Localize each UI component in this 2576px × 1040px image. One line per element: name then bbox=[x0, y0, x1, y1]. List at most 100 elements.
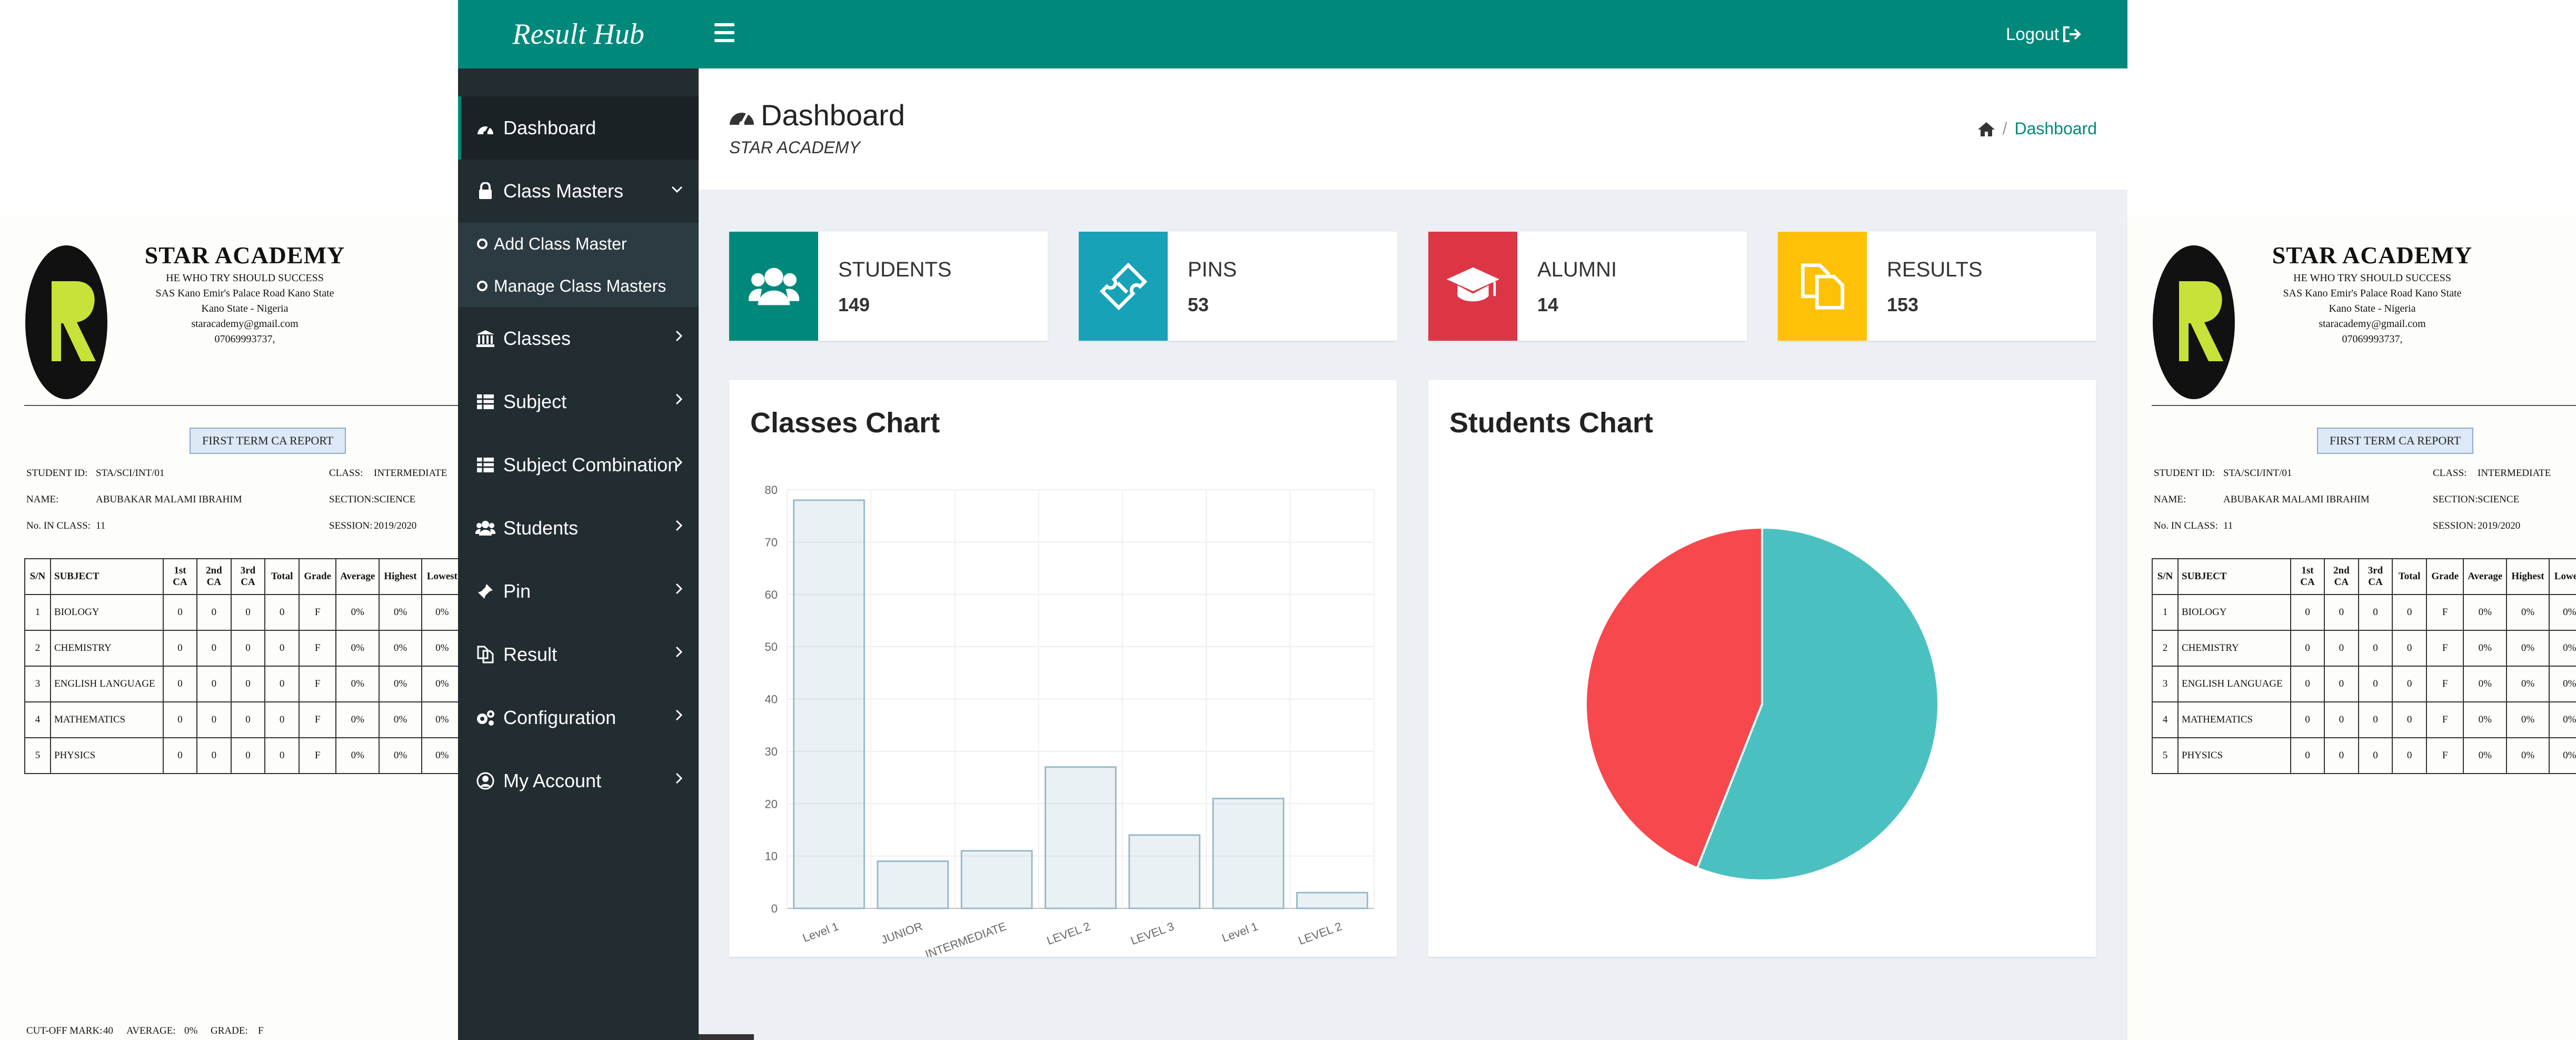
home-icon[interactable] bbox=[1977, 121, 1995, 137]
meta-value: ABUBAKAR MALAMI IBRAHIM bbox=[2223, 494, 2370, 505]
sidebar-item-classes[interactable]: Classes bbox=[458, 307, 699, 370]
circle-icon bbox=[477, 239, 488, 249]
meta-label: CLASS: bbox=[329, 468, 363, 479]
table-cell: 4 bbox=[2152, 701, 2179, 738]
sidebar-item-subject[interactable]: Subject bbox=[458, 370, 699, 433]
logout-button[interactable]: Logout bbox=[2006, 24, 2081, 44]
bar[interactable] bbox=[877, 860, 949, 909]
table-cell: 1 bbox=[2152, 594, 2179, 631]
y-tick-label: 60 bbox=[765, 588, 778, 601]
chevron-right-icon bbox=[675, 709, 683, 721]
submenu-item-add-class-master[interactable]: Add Class Master bbox=[458, 223, 699, 265]
table-cell: 0 bbox=[163, 701, 197, 738]
y-tick-label: 50 bbox=[765, 640, 778, 653]
submenu-item-manage-class-masters[interactable]: Manage Class Masters bbox=[458, 265, 699, 307]
x-tick-label: Level 1 bbox=[801, 919, 840, 945]
brand-logo[interactable]: Result Hub bbox=[458, 0, 699, 68]
table-cell: 0 bbox=[2290, 701, 2325, 738]
horizontal-scrollbar[interactable] bbox=[699, 1034, 754, 1040]
table-cell: 0% bbox=[421, 594, 463, 631]
table-cell: 0% bbox=[335, 630, 380, 667]
table-cell: PHYSICS bbox=[49, 737, 164, 774]
table-row: 1 BIOLOGY 0 0 0 0 F 0% 0% 0% bbox=[2152, 594, 2576, 631]
school-motto: HE WHO TRY SHOULD SUCCESS bbox=[2293, 272, 2451, 284]
stat-box-alumni[interactable]: ALUMNI 14 bbox=[1428, 232, 1747, 341]
files-icon bbox=[1778, 232, 1867, 341]
bar[interactable] bbox=[1296, 892, 1368, 909]
files-icon bbox=[474, 646, 497, 663]
school-state: Kano State - Nigeria bbox=[2329, 303, 2416, 314]
table-cell: 0% bbox=[379, 737, 422, 774]
meta-value: SCIENCE bbox=[2478, 494, 2520, 505]
stat-box-pins[interactable]: PINS 53 bbox=[1079, 232, 1397, 341]
bar[interactable] bbox=[960, 850, 1033, 909]
hamburger-icon[interactable] bbox=[714, 23, 734, 44]
sidebar: Result Hub Dashboard Class Masters Add C… bbox=[458, 0, 699, 1040]
scores-table: S/N SUBJECT 1st CA 2nd CA 3rd CA Total Grade Av… bbox=[2152, 558, 2576, 774]
stat-box-results[interactable]: RESULTS 153 bbox=[1778, 232, 2096, 341]
y-tick-label: 40 bbox=[765, 693, 778, 706]
y-tick-label: 80 bbox=[765, 483, 778, 497]
pie-slice[interactable] bbox=[1585, 526, 1763, 870]
divider bbox=[2152, 405, 2576, 406]
meta-label: SECTION: bbox=[2433, 494, 2478, 505]
sidebar-item-result[interactable]: Result bbox=[458, 623, 699, 686]
table-cell: 0 bbox=[196, 594, 232, 631]
classes-bar-chart: 0 10 20 30 40 50 60 70 80 Level 1 JUNIORINTERMEDIA… bbox=[765, 483, 1375, 957]
table-cell: 0 bbox=[2392, 594, 2428, 631]
sidebar-item-configuration[interactable]: Configuration bbox=[458, 686, 699, 749]
sidebar-item-students[interactable]: Students bbox=[458, 497, 699, 560]
sidebar-item-pin[interactable]: Pin bbox=[458, 560, 699, 623]
table-cell: 0% bbox=[421, 701, 463, 738]
table-cell: BIOLOGY bbox=[49, 594, 164, 631]
bar[interactable] bbox=[793, 499, 866, 909]
pie-slice[interactable] bbox=[1696, 526, 1940, 881]
x-tick-label: JUNIOR bbox=[879, 919, 924, 947]
bar[interactable] bbox=[1128, 834, 1201, 909]
sidebar-menu: Dashboard Class Masters Add Class Master… bbox=[458, 96, 699, 813]
y-tick-label: 70 bbox=[765, 536, 778, 549]
sidebar-item-subject-combination[interactable]: Subject Combination bbox=[458, 433, 699, 497]
cutoff-value: 40 bbox=[103, 1025, 113, 1036]
school-email: staracademy@gmail.com bbox=[191, 318, 299, 330]
x-tick-label: LEVEL 3 bbox=[1129, 919, 1176, 947]
table-cell: F bbox=[2426, 630, 2464, 667]
meta-label: CLASS: bbox=[2433, 468, 2467, 479]
sidebar-item-label: Subject Combination bbox=[503, 454, 679, 476]
table-cell: 0% bbox=[2463, 630, 2508, 667]
table-cell: 0 bbox=[163, 666, 197, 702]
school-logo-icon bbox=[2153, 245, 2235, 399]
school-address: SAS Kano Emir's Palace Road Kano State bbox=[2283, 288, 2462, 299]
table-header-cell: Lowest bbox=[421, 558, 463, 595]
table-cell: 0 bbox=[2358, 630, 2393, 667]
stat-label: RESULTS bbox=[1887, 258, 1983, 281]
table-icon bbox=[474, 457, 497, 473]
chevron-right-icon bbox=[675, 646, 683, 658]
sidebar-item-my-account[interactable]: My Account bbox=[458, 749, 699, 813]
stat-value: 149 bbox=[838, 294, 870, 315]
table-cell: 0 bbox=[2290, 737, 2325, 774]
sidebar-item-dashboard[interactable]: Dashboard bbox=[458, 96, 699, 160]
stat-box-students[interactable]: STUDENTS 149 bbox=[729, 232, 1048, 341]
sidebar-item-label: Students bbox=[503, 517, 579, 539]
term-badge: FIRST TERM CA REPORT bbox=[190, 428, 346, 454]
table-cell: F bbox=[2426, 594, 2464, 631]
table-cell: 0 bbox=[2290, 630, 2325, 667]
sidebar-item-label: Pin bbox=[503, 580, 531, 602]
table-cell: 4 bbox=[24, 701, 51, 738]
table-cell: 0% bbox=[2506, 666, 2550, 702]
ticket-icon bbox=[1079, 232, 1168, 341]
bar[interactable] bbox=[1045, 766, 1117, 909]
table-cell: CHEMISTRY bbox=[2177, 630, 2292, 667]
x-tick-label: LEVEL 2 bbox=[1297, 919, 1344, 947]
dashboard-icon bbox=[474, 120, 497, 136]
table-cell: F bbox=[299, 630, 337, 667]
logout-label: Logout bbox=[2006, 24, 2059, 44]
table-header-cell: 3rd CA bbox=[2358, 558, 2393, 595]
stat-value: 14 bbox=[1537, 294, 1559, 315]
y-tick-label: 0 bbox=[771, 902, 778, 915]
bar[interactable] bbox=[1212, 797, 1285, 909]
table-cell: F bbox=[2426, 701, 2464, 738]
term-badge: FIRST TERM CA REPORT bbox=[2317, 428, 2474, 454]
sidebar-item-class-masters[interactable]: Class Masters bbox=[458, 160, 699, 223]
